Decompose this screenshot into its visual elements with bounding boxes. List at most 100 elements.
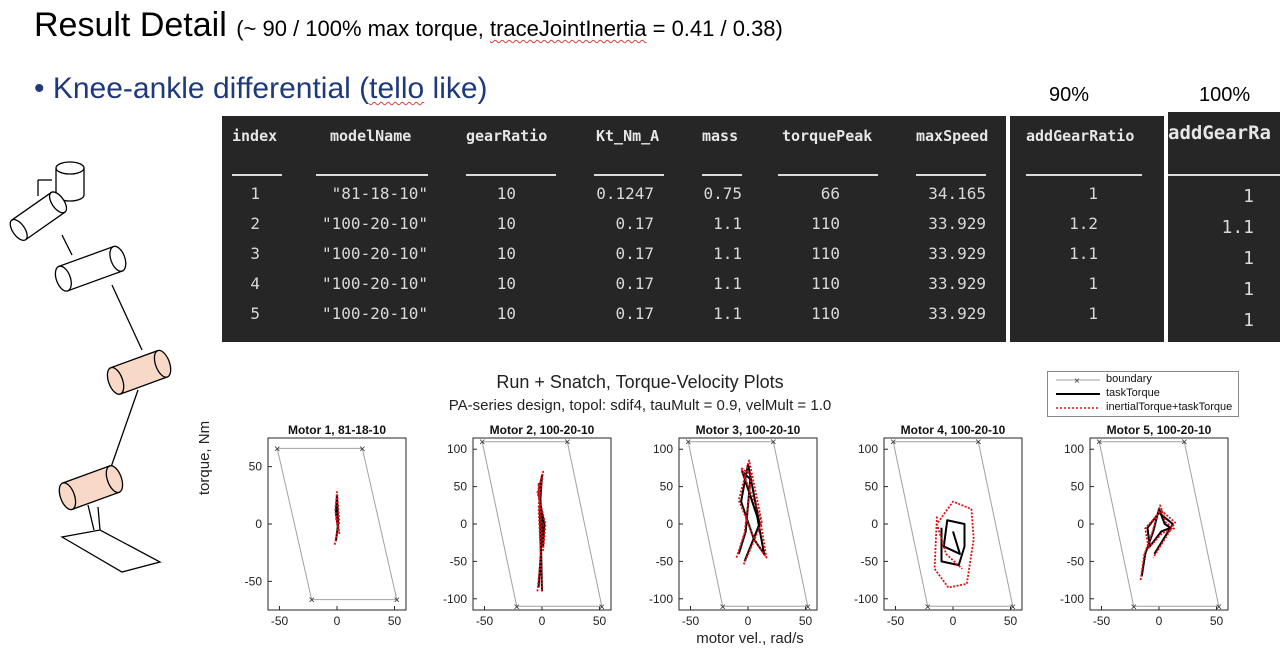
table-cell: "100-20-10" [322,274,428,293]
table-cell: 66 [820,184,840,203]
col-header-torquepeak: torquePeak [782,127,873,145]
boundary-marker: × [1096,437,1102,449]
x-tick-label: -50 [476,614,494,628]
boundary-marker: × [1010,601,1016,613]
col-header-modelname: modelName [330,127,412,145]
gear-100-cell: 1 [1243,279,1254,300]
y-tick-label: -50 [245,574,263,588]
plot-title: Motor 1, 81-18-10 [288,423,386,437]
plot-title: Motor 3, 100-20-10 [696,423,801,437]
header-rule [316,174,428,176]
x-tick-label: 50 [388,614,402,628]
legend-task: taskTorque [1048,387,1238,401]
y-tick-label: 50 [1071,480,1085,494]
table-cell: 33.929 [928,274,986,293]
label-100-percent: 100% [1199,84,1251,106]
task-torque-line [737,463,766,562]
table-cell-index: 1 [250,184,260,203]
table-cell: 33.929 [928,214,986,233]
inertial-torque-line [933,500,975,589]
table-cell-index: 5 [250,304,260,323]
gear-100-cell: 1 [1243,248,1254,269]
y-tick-label: 0 [255,517,262,531]
x-tick-label: 50 [1210,614,1224,628]
y-tick-label: 100 [1064,442,1084,456]
col-header-maxspeed: maxSpeed [916,127,989,145]
bullet-point: • Knee-ankle differential (tello like) [34,72,488,106]
gear-90-cell: 1 [1088,304,1098,323]
motor-plot-1: Motor 1, 81-18-10 -50 0 50 -50 0 50 × × × × [245,423,407,628]
x-tick-label: -50 [887,614,905,628]
table-cell: 110 [811,214,840,233]
boundary-marker: × [770,437,776,449]
gear-100-table: addGearRa 1 1.1 1 1 1 [1168,112,1280,342]
y-tick-label: 100 [447,442,467,456]
bullet-keyword: tello [369,72,425,105]
y-tick-label: -100 [443,592,467,606]
x-tick-label: 50 [1004,614,1018,628]
y-tick-label: 100 [653,442,673,456]
plot-title: Motor 4, 100-20-10 [901,423,1006,437]
boundary-marker: × [394,595,400,607]
y-tick-label: -50 [450,554,468,568]
bullet-pre: • Knee-ankle differential ( [34,72,370,105]
x-tick-label: -50 [1093,614,1111,628]
y-tick-label: 0 [460,517,467,531]
header-rule [778,174,878,176]
y-tick-label: -50 [1067,554,1085,568]
table-cell: "81-18-10" [331,184,428,203]
gear-100-cell: 1 [1243,186,1254,207]
boundary-line [687,441,809,607]
legend-inertial-label: inertialTorque+taskTorque [1106,401,1233,413]
legend-inertial: inertialTorque+taskTorque [1048,401,1238,415]
boundary-line [1098,441,1220,607]
table-cell: 110 [811,274,840,293]
y-tick-label: 0 [1077,517,1084,531]
y-tick-label: 0 [666,517,673,531]
y-tick-label: -100 [649,592,673,606]
x-axis-label: motor vel., rad/s [696,630,804,647]
title-sub-post: = 0.41 / 0.38) [646,16,783,41]
x-tick-label: 0 [1156,614,1163,628]
col-header-gearratio: gearRatio [466,127,548,145]
task-line-icon [1056,393,1100,395]
table-cell: 33.929 [928,304,986,323]
motor-plot-3: Motor 3, 100-20-10 -50 0 50 -100 -50 0 50 100 × × ×… [649,423,818,628]
table-cell: 34.165 [928,184,986,203]
y-tick-label: 50 [249,460,263,474]
inertial-line-icon [1056,407,1100,409]
legend-task-label: taskTorque [1106,387,1160,399]
table-cell: 1.1 [713,304,742,323]
title-sub-keyword: traceJointInertia [489,16,647,41]
y-tick-label: -50 [861,554,879,568]
y-tick-label: 50 [454,480,468,494]
x-tick-label: -50 [682,614,700,628]
boundary-marker: × [359,443,365,455]
header-rule [232,174,282,176]
bullet-post: like) [424,72,488,105]
plot-frame [883,437,1023,611]
boundary-marker: × [719,601,725,613]
boundary-line [892,441,1014,607]
table-cell: 10 [496,304,516,323]
motor-plot-4: Motor 4, 100-20-10 -50 0 50 -100 -50 0 50 100 × × ×… [854,423,1023,628]
boundary-line [276,447,398,601]
y-tick-label: -100 [854,592,878,606]
table-cell: 10 [496,214,516,233]
boundary-marker: × [479,437,485,449]
table-cell: 110 [811,244,840,263]
table-cell: "100-20-10" [322,244,428,263]
table-cell: 1.1 [713,274,742,293]
task-torque-line [940,519,966,567]
table-cell: "100-20-10" [322,214,428,233]
boundary-marker: × [308,595,314,607]
x-tick-label: -50 [271,614,289,628]
table-cell: 0.1247 [596,184,654,203]
motor-plot-5: Motor 5, 100-20-10 -50 0 50 -100 -50 0 50 100 × × ×… [1060,423,1229,628]
inertial-torque-line [333,490,341,545]
col-header-index: index [232,127,278,145]
inertial-torque-line [536,470,547,593]
table-cell: 110 [811,304,840,323]
gear-90-cell: 1 [1088,184,1098,203]
figure-title: Run + Snatch, Torque-Velocity Plots [496,372,784,392]
